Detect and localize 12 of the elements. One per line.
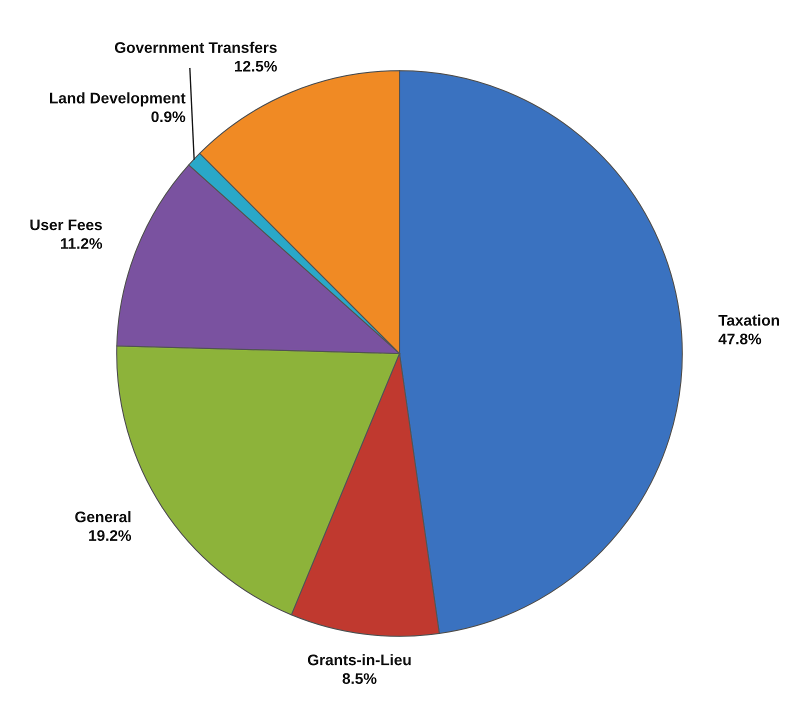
data-label: 19.2% (89, 530, 132, 541)
data-label: 0.9% (151, 111, 186, 122)
slice-label: User Fees (30, 220, 102, 230)
data-label: 12.5% (234, 60, 277, 72)
slice-label: Grants-in-Lieu (308, 654, 411, 666)
slice-label: Land Development (50, 92, 186, 106)
slice-label: General (75, 511, 130, 522)
data-label: 47.8% (718, 334, 762, 344)
slice-label: Taxation (718, 314, 780, 326)
data-label: 8.5% (342, 673, 376, 684)
slice-label: Government Transfers (114, 42, 277, 53)
data-label: 11.2% (61, 238, 102, 249)
